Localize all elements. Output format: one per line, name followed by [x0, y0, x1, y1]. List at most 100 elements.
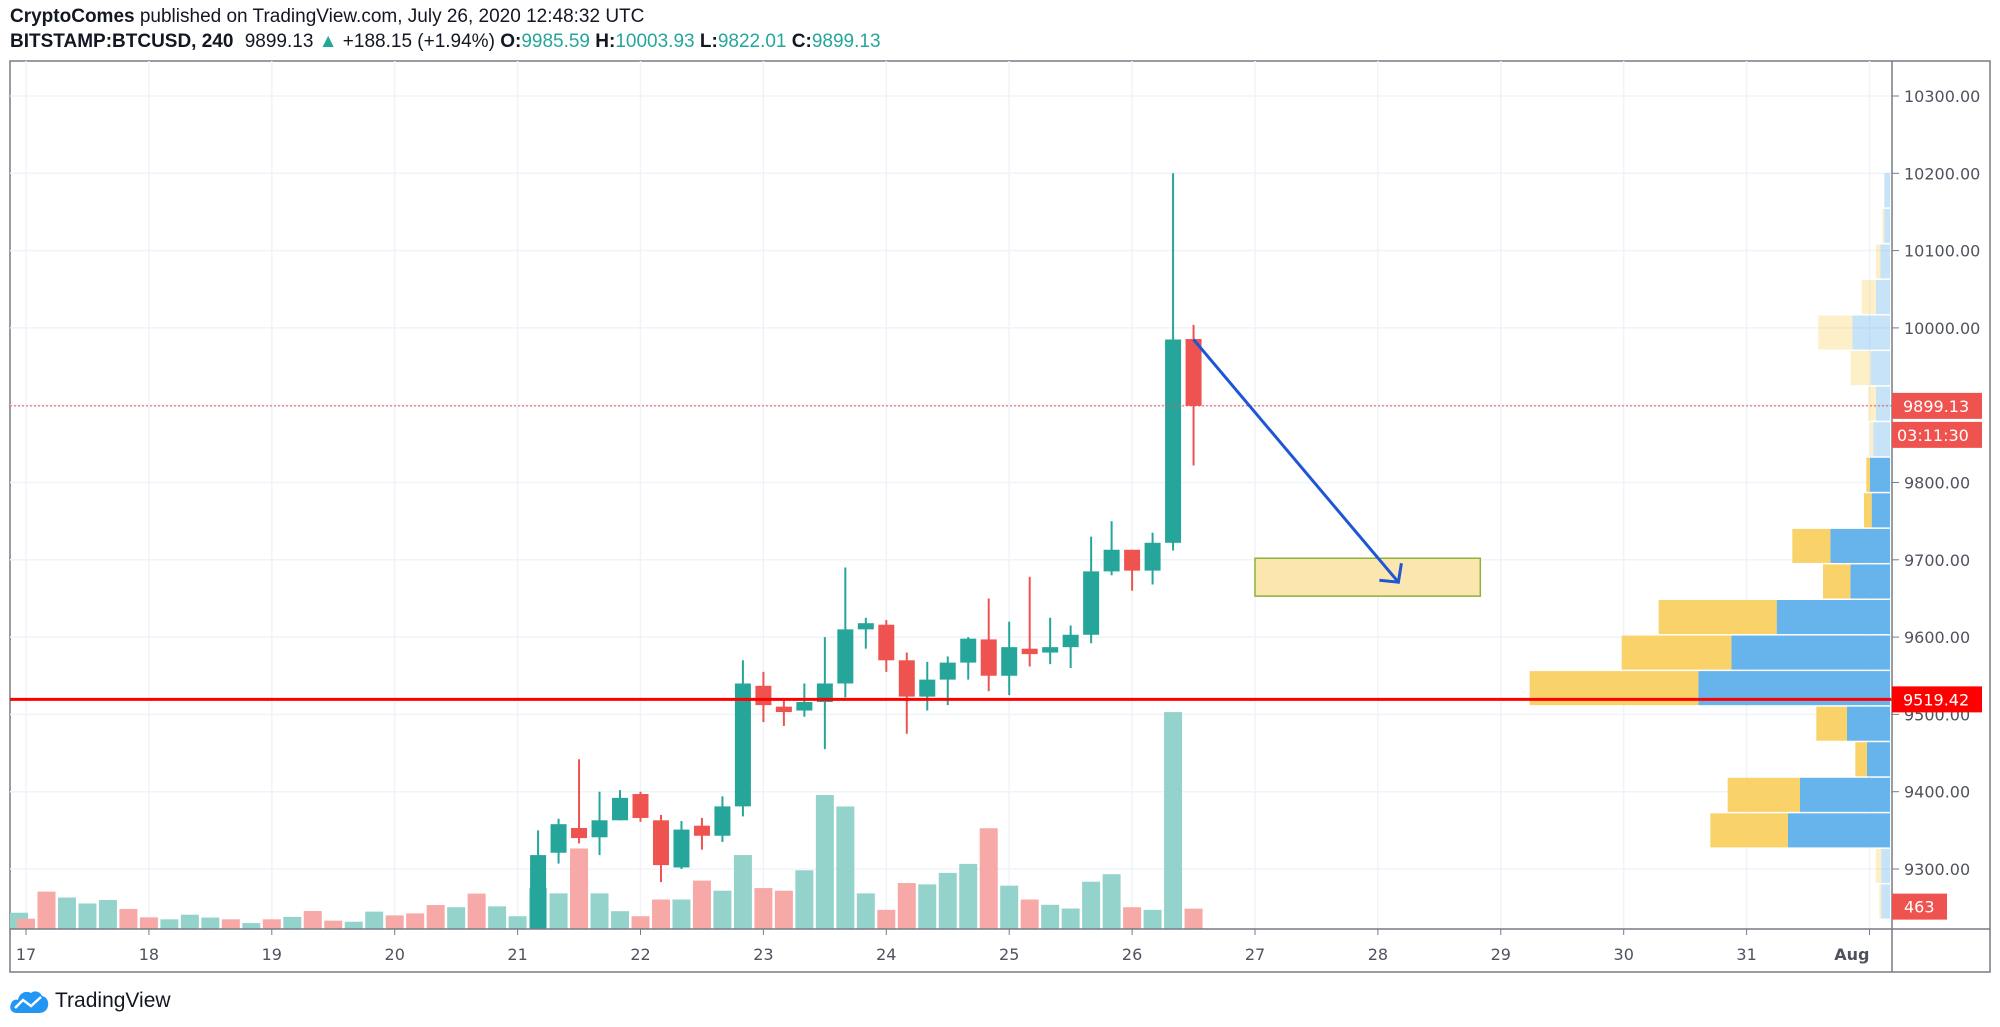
candle-body — [960, 638, 977, 663]
profile-row-up — [1852, 315, 1890, 350]
close-value: 9899.13 — [811, 31, 881, 52]
candle-body — [673, 829, 690, 868]
profile-row-down — [1882, 208, 1885, 243]
profile-row-up — [1800, 777, 1890, 812]
volume-bar — [17, 918, 35, 929]
profile-row-down — [1855, 742, 1867, 777]
profile-row-up — [1788, 813, 1890, 848]
candle-body — [878, 624, 895, 661]
candle-body — [1103, 549, 1120, 572]
candle-body — [612, 797, 629, 821]
profile-row-down — [1876, 244, 1881, 279]
volume-bar — [303, 910, 322, 929]
candle-body — [939, 662, 956, 680]
volume-bar — [283, 916, 302, 929]
x-tick-label: Aug — [1834, 945, 1869, 964]
volume-bar — [918, 884, 937, 929]
y-tick-label: 10300.00 — [1904, 87, 1980, 106]
price-axis[interactable]: 10300.00 10200.00 10100.00 10000.00 9800.00 9… — [1892, 87, 1980, 879]
symbol-legend: BITSTAMP:BTCUSD, 240 9899.13 ▲ +188.15 (… — [10, 31, 881, 53]
symbol-name: BITSTAMP:BTCUSD, 240 — [10, 31, 234, 52]
profile-row-down — [1818, 315, 1853, 350]
candle-body — [898, 660, 915, 697]
profile-row-up — [1830, 528, 1890, 563]
volume-bar — [938, 872, 957, 929]
publication-info: CryptoComes published on TradingView.com… — [10, 6, 644, 28]
volume-bar — [488, 906, 507, 929]
profile-row-up — [1867, 742, 1890, 777]
low-value: 9822.01 — [717, 31, 787, 52]
candle-body — [1144, 542, 1161, 571]
x-tick-label: 30 — [1614, 945, 1634, 964]
x-tick-label: 23 — [753, 945, 773, 964]
volume-bar — [549, 893, 568, 929]
candle-body — [530, 855, 547, 929]
y-tick-label: 10200.00 — [1904, 164, 1980, 183]
candle-body — [980, 639, 997, 676]
candle-body — [1001, 647, 1018, 676]
volume-bar — [1041, 904, 1060, 929]
volume-bar — [119, 908, 138, 929]
close-label: C: — [791, 31, 812, 52]
candles — [530, 173, 1202, 929]
volume-bar — [242, 923, 261, 929]
volume-profile — [1529, 173, 1890, 919]
volume-bar — [78, 903, 97, 929]
candle-body — [796, 702, 813, 711]
profile-row-up — [1847, 706, 1890, 741]
profile-row-down — [1816, 706, 1847, 741]
profile-row-down — [1621, 635, 1732, 670]
y-tick-label: 9700.00 — [1904, 551, 1970, 570]
candle-body — [571, 828, 588, 839]
triangle-up-icon: ▲ — [318, 31, 338, 52]
candle-body — [857, 623, 874, 630]
time-axis[interactable]: 17 18 19 20 21 22 23 24 25 26 27 28 29 30 31 Aug — [16, 929, 1870, 964]
x-tick-label: 18 — [139, 945, 159, 964]
last-price-tag-text: 9899.13 — [1903, 397, 1969, 416]
volume-bar — [1061, 908, 1080, 929]
volume-bar — [1102, 874, 1121, 929]
volume-bar — [508, 916, 527, 929]
profile-row-down — [1870, 422, 1874, 457]
x-tick-label: 26 — [1122, 945, 1142, 964]
chart-frame — [9, 60, 1991, 973]
volume-bar — [1000, 885, 1019, 929]
volume-bar — [570, 848, 589, 929]
volume-bars — [10, 712, 1203, 929]
profile-row-down — [1868, 386, 1876, 421]
volume-bar — [406, 913, 425, 929]
x-tick-label: 21 — [507, 945, 527, 964]
y-tick-label: 10100.00 — [1904, 242, 1980, 261]
x-tick-label: 17 — [16, 945, 36, 964]
open-label: O: — [500, 31, 522, 52]
y-tick-label: 10000.00 — [1904, 319, 1980, 338]
volume-bar — [897, 883, 916, 929]
volume-bar — [160, 919, 179, 929]
support-price-tag-text: 9519.42 — [1903, 690, 1969, 709]
countdown-tag-text: 03:11:30 — [1897, 426, 1969, 445]
tradingview-cloud-icon — [10, 991, 49, 1013]
volume-bar — [611, 911, 630, 929]
candle-body — [652, 820, 669, 866]
volume-bar — [1123, 907, 1142, 929]
profile-row-up — [1881, 848, 1890, 883]
logo-text: TradingView — [55, 989, 171, 1012]
candle-body — [714, 806, 731, 836]
profile-row-up — [1873, 422, 1890, 457]
volume-bar — [262, 919, 281, 929]
x-tick-label: 19 — [262, 945, 282, 964]
volume-bar — [426, 905, 445, 929]
tradingview-logo[interactable]: TradingView — [9, 988, 171, 1014]
candle-body — [1124, 549, 1141, 571]
profile-row-down — [1823, 564, 1851, 599]
profile-row-up — [1871, 493, 1890, 528]
candle-body — [1062, 634, 1079, 648]
y-tick-label: 9600.00 — [1904, 628, 1970, 647]
volume-bar — [344, 921, 363, 929]
candle-body — [1042, 647, 1059, 653]
low-label: L: — [699, 31, 718, 52]
profile-row-down — [1875, 848, 1882, 883]
author-name[interactable]: CryptoComes — [10, 6, 135, 27]
candle-body — [632, 794, 649, 818]
